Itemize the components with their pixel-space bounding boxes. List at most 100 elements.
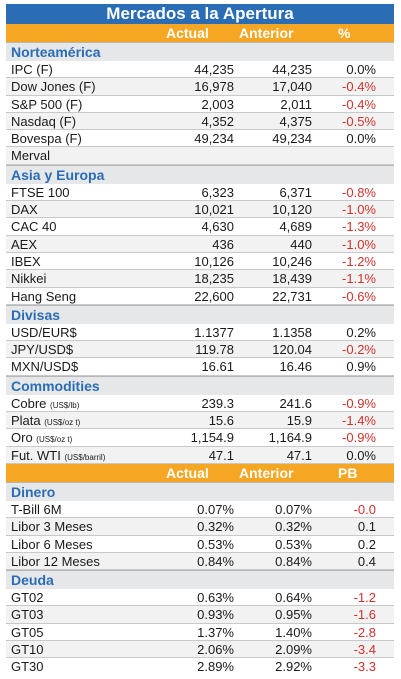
row-label-text: Cobre — [11, 395, 47, 411]
table-row: USD/EUR$ 1.1377 1.1358 0.2% — [6, 324, 394, 342]
value-anterior: 1.40% — [275, 624, 312, 640]
table-row: GT05 1.37% 1.40% -2.8 — [6, 624, 394, 642]
value-change: -1.0% — [342, 202, 376, 218]
value-change: -3.3 — [353, 659, 376, 675]
value-anterior: 0.32% — [275, 519, 312, 535]
value-actual: 4,352 — [201, 113, 234, 129]
group-deuda: GT02 0.63% 0.64% -1.2 GT03 0.93% 0.95% -1.6 GT05… — [6, 589, 394, 675]
row-label: MXN/USD$ — [11, 359, 78, 374]
row-label: T-Bill 6M — [11, 502, 62, 517]
value-change: -1.0% — [342, 236, 376, 252]
row-label: GT30 — [11, 659, 44, 674]
row-label-text: Libor 6 Meses — [11, 536, 93, 552]
value-change: 0.2% — [346, 324, 376, 340]
value-anterior: 2.92% — [275, 659, 312, 675]
col-pct: % — [338, 25, 351, 41]
row-unit: (US$/oz t) — [36, 435, 73, 445]
value-actual: 2,003 — [201, 96, 234, 112]
value-change: -3.4 — [353, 642, 376, 658]
table-row: Cobre (US$/lb) 239.3 241.6 -0.9% — [6, 395, 394, 413]
row-unit: (US$/oz t) — [44, 418, 81, 428]
row-label-text: GT30 — [11, 659, 44, 675]
table-row: Plata (US$/oz t) 15.6 15.9 -1.4% — [6, 412, 394, 430]
row-label-text: IPC (F) — [11, 62, 53, 77]
value-anterior: 2.09% — [275, 642, 312, 658]
value-anterior: 10,246 — [272, 253, 312, 269]
value-anterior: 15.9 — [286, 413, 312, 429]
value-actual: 0.32% — [197, 519, 234, 535]
table-row: DAX 10,021 10,120 -1.0% — [6, 201, 394, 219]
section-commodities: Commodities — [6, 375, 394, 395]
value-change: 0.2 — [357, 536, 376, 552]
row-label: AEX — [11, 237, 37, 252]
row-label-text: T-Bill 6M — [11, 501, 62, 517]
value-change: -1.6 — [353, 607, 376, 623]
table-row: Fut. WTI (US$/barril) 47.1 47.1 0.0% — [6, 446, 394, 464]
table-row: CAC 40 4,630 4,689 -1.3% — [6, 218, 394, 236]
row-label: Merval — [11, 148, 50, 163]
value-actual: 10,021 — [194, 202, 234, 218]
value-actual: 119.78 — [195, 342, 234, 358]
table-row: Libor 3 Meses 0.32% 0.32% 0.1 — [6, 518, 394, 536]
row-label: Dow Jones (F) — [11, 79, 96, 94]
markets-table: Mercados a la Apertura Actual Anterior %… — [6, 4, 394, 675]
row-label: Nasdaq (F) — [11, 114, 76, 129]
table-row: JPY/USD$ 119.78 120.04 -0.2% — [6, 341, 394, 359]
value-actual: 44,235 — [194, 62, 234, 77]
value-actual: 4,630 — [201, 219, 234, 235]
col-actual-2: Actual — [166, 464, 209, 481]
value-anterior: 47.1 — [286, 447, 312, 463]
section-deuda: Deuda — [6, 570, 394, 590]
table-row: Libor 12 Meses 0.84% 0.84% 0.4 — [6, 552, 394, 571]
row-label: IPC (F) — [11, 62, 53, 77]
row-label-text: MXN/USD$ — [11, 359, 79, 375]
value-anterior: 0.84% — [275, 553, 312, 569]
row-label: Bovespa (F) — [11, 131, 82, 146]
row-label: Plata (US$/oz t) — [11, 413, 80, 428]
value-anterior: 49,234 — [272, 131, 312, 147]
value-change: 0.9% — [346, 359, 376, 375]
value-change: -1.2 — [353, 590, 376, 606]
table-row: GT02 0.63% 0.64% -1.2 — [6, 589, 394, 607]
row-label-text: GT02 — [11, 590, 44, 606]
row-label: GT03 — [11, 607, 44, 622]
row-label-text: Merval — [11, 148, 51, 164]
row-label-text: GT05 — [11, 624, 44, 640]
row-label-text: GT03 — [11, 607, 44, 623]
table-row: Merval — [6, 147, 394, 165]
col-actual: Actual — [166, 25, 209, 41]
value-actual: 0.63% — [197, 590, 234, 606]
table-row: S&P 500 (F) 2,003 2,011 -0.4% — [6, 96, 394, 113]
value-change: -0.4% — [342, 79, 376, 95]
group-divisas: USD/EUR$ 1.1377 1.1358 0.2% JPY/USD$ 119.78 12… — [6, 324, 394, 376]
col-anterior-2: Anterior — [239, 464, 294, 481]
value-actual: 0.07% — [197, 501, 234, 517]
group-asia: FTSE 100 6,323 6,371 -0.8% DAX 10,021 10,120 -1… — [6, 184, 394, 305]
value-change: -0.4% — [342, 96, 376, 112]
row-label: Oro (US$/oz t) — [11, 430, 72, 445]
table-row: Dow Jones (F) 16,978 17,040 -0.4% — [6, 78, 394, 96]
table-row: Nasdaq (F) 4,352 4,375 -0.5% — [6, 112, 394, 131]
table-row: GT30 2.89% 2.92% -3.3 — [6, 658, 394, 675]
value-anterior: 22,731 — [272, 288, 312, 304]
row-label-text: AEX — [11, 236, 38, 252]
value-anterior: 18,439 — [272, 271, 312, 287]
row-label-text: CAC 40 — [11, 219, 57, 235]
value-change: -1.2% — [342, 253, 376, 269]
value-change: -1.1% — [342, 271, 376, 287]
row-label: Libor 6 Meses — [11, 537, 93, 552]
row-label: Nikkei — [11, 271, 46, 286]
value-actual: 0.93% — [197, 607, 234, 623]
row-label: FTSE 100 — [11, 185, 70, 200]
section-divisas: Divisas — [6, 304, 394, 324]
value-anterior: 1.1358 — [272, 324, 312, 340]
value-change: -2.8 — [353, 624, 376, 640]
group-commodities: Cobre (US$/lb) 239.3 241.6 -0.9% Plata (US$/… — [6, 395, 394, 464]
table-row: Libor 6 Meses 0.53% 0.53% 0.2 — [6, 536, 394, 553]
table-row: AEX 436 440 -1.0% — [6, 235, 394, 253]
table-row: T-Bill 6M 0.07% 0.07% -0.0 — [6, 501, 394, 519]
table-row: GT03 0.93% 0.95% -1.6 — [6, 606, 394, 624]
value-actual: 0.53% — [197, 536, 234, 552]
value-anterior: 10,120 — [272, 202, 312, 218]
row-label: CAC 40 — [11, 219, 57, 234]
